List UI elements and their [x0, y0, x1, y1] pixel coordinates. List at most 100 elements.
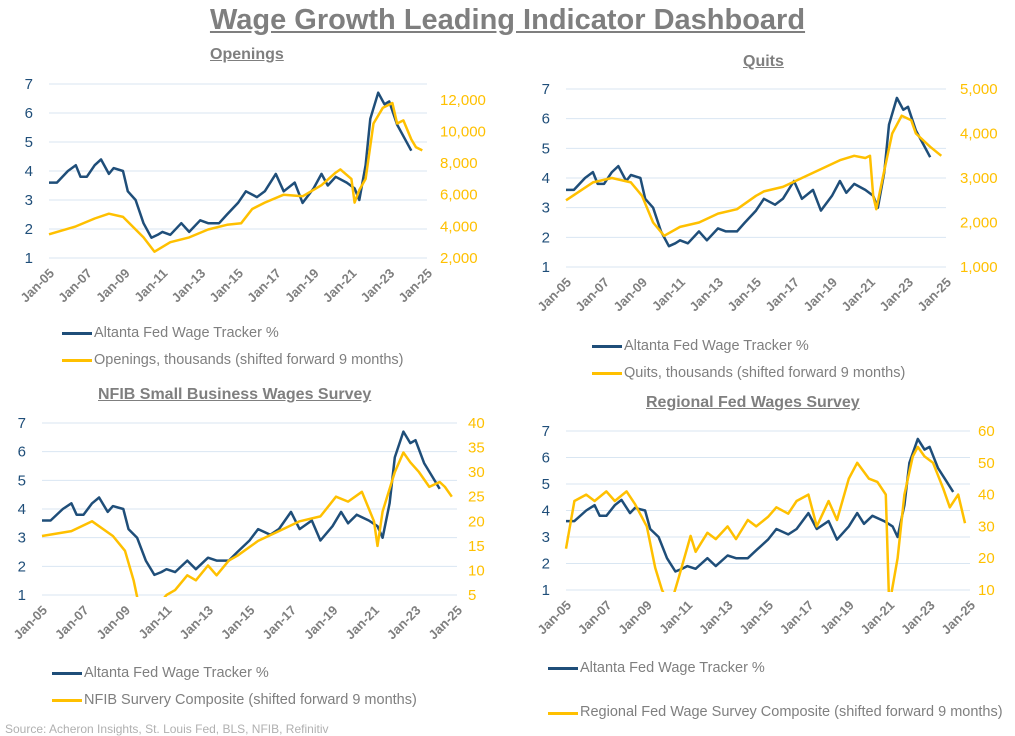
y-left-tick-label: 6 — [25, 105, 33, 122]
legend-label: Openings, thousands (shifted forward 9 m… — [94, 352, 404, 368]
x-tick-label: Jan-19 — [282, 266, 322, 306]
y-left-tick-label: 3 — [542, 529, 550, 546]
y-left-tick-label: 7 — [542, 423, 550, 440]
x-tick-label: Jan-21 — [320, 266, 360, 306]
x-tick-label: Jan-25 — [938, 598, 978, 638]
y-right-tick-label: 40 — [978, 487, 995, 504]
x-tick-label: Jan-09 — [93, 266, 133, 306]
x-tick-label: Jan-15 — [724, 275, 764, 315]
legend-swatch-indicator — [548, 712, 578, 715]
x-tick-label: Jan-19 — [817, 598, 857, 638]
y-right-tick-label: 15 — [468, 538, 485, 555]
x-tick-label: Jan-07 — [572, 275, 612, 315]
x-tick-label: Jan-07 — [55, 266, 95, 306]
x-tick-label: Jan-05 — [17, 266, 57, 306]
legend-label: Altanta Fed Wage Tracker % — [84, 665, 269, 681]
y-right-tick-label: 20 — [978, 550, 995, 567]
y-right-tick-label: 30 — [978, 518, 995, 535]
x-tick-label: Jan-07 — [52, 603, 92, 643]
x-tick-label: Jan-21 — [342, 603, 382, 643]
y-left-tick-label: 3 — [18, 530, 26, 547]
x-tick-label: Jan-23 — [358, 266, 398, 306]
chart-title-openings: Openings — [210, 46, 284, 63]
wage-tracker-line — [566, 96, 932, 248]
y-right-tick-label: 12,000 — [440, 92, 486, 109]
y-right-tick-label: 20 — [468, 513, 485, 530]
x-tick-label: Jan-23 — [876, 275, 916, 315]
x-tick-label: Jan-13 — [169, 266, 209, 306]
y-right-tick-label: 10 — [468, 562, 485, 579]
x-tick-label: Jan-09 — [93, 603, 133, 643]
indicator-line — [564, 445, 967, 592]
y-right-tick-label: 6,000 — [440, 187, 478, 204]
x-tick-label: Jan-05 — [534, 275, 574, 315]
y-left-tick-label: 4 — [25, 163, 33, 180]
x-tick-label: Jan-11 — [131, 266, 170, 305]
x-tick-label: Jan-21 — [858, 598, 898, 638]
legend-swatch-indicator — [62, 358, 92, 362]
y-left-tick-label: 4 — [542, 503, 550, 520]
y-left-tick-label: 5 — [542, 476, 550, 493]
y-left-tick-label: 4 — [542, 170, 550, 187]
legend-swatch-wage — [592, 344, 622, 348]
x-tick-label: Jan-15 — [218, 603, 258, 643]
y-left-tick-label: 2 — [18, 558, 26, 575]
y-right-tick-label: 8,000 — [440, 155, 478, 172]
y-right-tick-label: 4,000 — [440, 218, 478, 235]
x-tick-label: Jan-13 — [696, 598, 736, 638]
wage-tracker-line — [566, 437, 955, 573]
x-tick-label: Jan-19 — [800, 275, 840, 315]
x-tick-label: Jan-17 — [244, 266, 284, 306]
source-note: Source: Acheron Insights, St. Louis Fed,… — [5, 722, 329, 736]
y-left-tick-label: 2 — [25, 221, 33, 238]
y-left-tick-label: 3 — [542, 200, 550, 217]
x-tick-label: Jan-17 — [259, 603, 299, 643]
legend-label: Altanta Fed Wage Tracker % — [624, 338, 809, 354]
x-tick-label: Jan-25 — [395, 266, 435, 306]
y-left-tick-label: 5 — [18, 472, 26, 489]
y-right-tick-label: 25 — [468, 489, 485, 506]
legend-label: Quits, thousands (shifted forward 9 mont… — [624, 365, 906, 381]
x-tick-label: Jan-15 — [736, 598, 776, 638]
x-tick-label: Jan-11 — [649, 275, 688, 314]
y-right-tick-label: 10 — [978, 582, 995, 599]
x-tick-label: Jan-13 — [176, 603, 216, 643]
y-right-tick-label: 40 — [468, 415, 485, 432]
x-tick-label: Jan-25 — [425, 603, 465, 643]
chart-title-quits: Quits — [743, 53, 784, 70]
legend-swatch-wage — [548, 666, 578, 670]
y-left-tick-label: 2 — [542, 229, 550, 246]
chart-title-regional: Regional Fed Wages Survey — [646, 394, 860, 411]
legend-quits: Altanta Fed Wage Tracker % Quits, thousa… — [592, 338, 905, 392]
x-tick-label: Jan-07 — [575, 598, 615, 638]
legend-swatch-wage — [52, 671, 82, 675]
y-left-tick-label: 3 — [25, 192, 33, 209]
x-tick-label: Jan-13 — [686, 275, 726, 315]
y-left-tick-label: 7 — [25, 76, 33, 93]
x-tick-label: Jan-17 — [777, 598, 817, 638]
x-tick-label: Jan-05 — [534, 598, 574, 638]
legend-label: Altanta Fed Wage Tracker % — [580, 660, 765, 676]
wage-tracker-line — [42, 430, 441, 577]
y-right-tick-label: 2,000 — [960, 215, 998, 232]
x-tick-label: Jan-23 — [898, 598, 938, 638]
legend-label: NFIB Survery Composite (shifted forward … — [84, 692, 417, 708]
x-tick-label: Jan-11 — [656, 598, 695, 637]
x-tick-label: Jan-23 — [384, 603, 424, 643]
x-tick-label: Jan-05 — [10, 603, 50, 643]
indicator-line — [41, 451, 453, 597]
x-tick-label: Jan-17 — [762, 275, 802, 315]
x-tick-label: Jan-25 — [914, 275, 954, 315]
indicator-line — [48, 101, 423, 253]
y-left-tick-label: 7 — [542, 81, 550, 98]
dashboard-title: Wage Growth Leading Indicator Dashboard — [209, 4, 806, 36]
indicator-line — [565, 114, 943, 238]
x-tick-label: Jan-09 — [610, 275, 650, 315]
y-right-tick-label: 5 — [468, 587, 476, 604]
legend-regional: Altanta Fed Wage Tracker % Regional Fed … — [548, 660, 1008, 731]
y-right-tick-label: 35 — [468, 440, 485, 457]
y-left-tick-label: 5 — [25, 134, 33, 151]
y-left-tick-label: 1 — [542, 259, 550, 276]
legend-swatch-wage — [62, 331, 92, 335]
legend-swatch-indicator — [52, 698, 82, 702]
